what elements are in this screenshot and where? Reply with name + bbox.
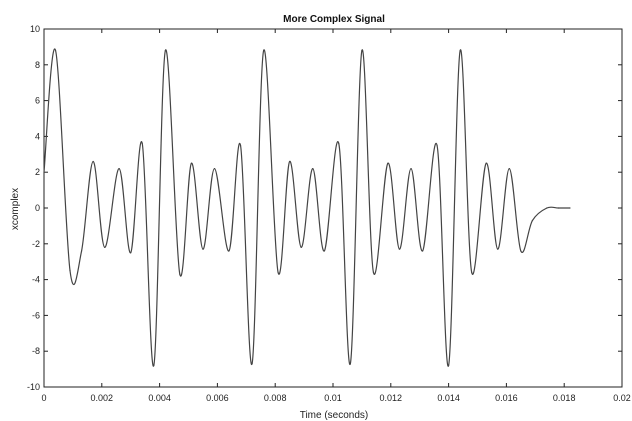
data-point (557, 207, 560, 209)
data-point (263, 49, 265, 52)
x-axis-label: Time (seconds) (300, 410, 369, 421)
x-tick-label: 0.002 (91, 393, 114, 403)
y-axis-label: xcomplex (10, 188, 21, 230)
data-point (421, 250, 424, 252)
y-tick-label: 10 (30, 24, 40, 34)
data-point (179, 273, 181, 275)
series-line (43, 48, 570, 367)
data-point (130, 252, 132, 254)
data-point (300, 246, 302, 248)
x-tick-label: 0.012 (380, 393, 403, 403)
x-tick-label: 0.004 (148, 393, 171, 403)
x-tick-label: 0.006 (206, 393, 229, 403)
data-point (372, 271, 375, 274)
data-point (531, 219, 534, 222)
y-tick-label: 6 (35, 96, 40, 106)
data-point (485, 162, 487, 164)
data-point (546, 207, 548, 209)
data-point (289, 160, 291, 163)
data-point (312, 168, 314, 170)
data-point (80, 250, 83, 252)
y-tick-label: 4 (35, 131, 40, 141)
data-point (118, 168, 120, 170)
x-tick-label: 0 (41, 393, 46, 403)
data-point (228, 250, 230, 252)
y-tick-label: -6 (32, 310, 40, 320)
data-point (277, 271, 279, 274)
data-point (471, 271, 473, 274)
data-point (520, 250, 522, 252)
data-point (141, 142, 143, 145)
y-axis-ticks: -10 -8 -6 -4 -2 0 2 4 6 8 10 (27, 24, 622, 392)
data-point (190, 162, 192, 164)
data-point (251, 363, 253, 365)
data-point (54, 49, 57, 52)
x-tick-label: 0.008 (264, 393, 287, 403)
series-points (43, 49, 571, 367)
x-tick-label: 0.02 (613, 393, 631, 403)
y-tick-label: 2 (35, 167, 40, 177)
data-point (410, 168, 412, 170)
data-point (497, 248, 499, 250)
y-tick-label: 8 (35, 60, 40, 70)
data-point (239, 144, 242, 146)
data-point (349, 363, 351, 365)
y-tick-label: -2 (32, 239, 40, 249)
data-point (213, 168, 216, 170)
data-point (69, 270, 71, 272)
x-tick-label: 0.014 (437, 393, 460, 403)
data-point (104, 246, 106, 248)
y-tick-label: 0 (35, 203, 40, 213)
y-tick-label: -8 (32, 346, 40, 356)
chart-title: More Complex Signal (283, 14, 385, 25)
data-point (448, 364, 450, 367)
data-point (338, 142, 340, 145)
data-point (508, 168, 510, 170)
data-point (153, 364, 155, 367)
data-point (323, 250, 325, 252)
data-point (361, 49, 363, 52)
data-point (436, 144, 438, 146)
x-tick-label: 0.016 (495, 393, 518, 403)
y-tick-label: -10 (27, 382, 40, 392)
data-point (459, 49, 461, 52)
data-point (202, 248, 204, 250)
x-tick-label: 0.01 (324, 393, 342, 403)
y-tick-label: -4 (32, 275, 40, 285)
data-point (164, 49, 166, 52)
data-point (398, 248, 401, 250)
x-axis-ticks: 0 0.002 0.004 0.006 0.008 0.01 0.012 0.014 0.016… (41, 29, 631, 403)
data-point (43, 171, 45, 173)
data-point (569, 207, 571, 209)
data-point (387, 162, 389, 164)
x-tick-label: 0.018 (553, 393, 576, 403)
data-point (92, 160, 94, 163)
